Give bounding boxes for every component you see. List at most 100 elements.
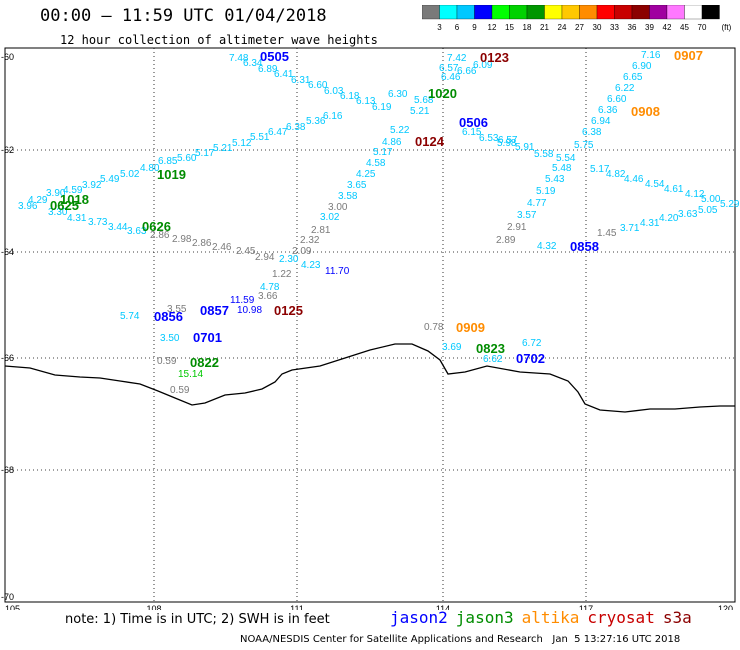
pass-time-label: 0123 [480,50,509,65]
swh-value-label: 6.57 [439,63,459,74]
swh-value-label: 5.17 [590,164,610,175]
pass-time-label: 0701 [193,330,222,345]
color-tick-label: 3 [437,23,442,32]
swh-value-label: 2.86 [150,230,170,241]
swh-value-label: 5.54 [556,153,576,164]
swh-value-label: 6.34 [243,58,263,69]
swh-value-label: 6.30 [388,89,408,100]
swh-value-label: 6.62 [483,354,503,365]
swh-value-label: 5.58 [534,149,554,160]
lon-tick-label: 111 [290,604,304,610]
swh-value-label: 4.54 [645,179,665,190]
swh-value-label: 6.72 [522,338,542,349]
swh-value-label: 6.89 [258,64,278,75]
swh-value-label: 3.96 [18,201,38,212]
swh-value-label: 6.38 [582,127,602,138]
swh-value-label: 4.32 [537,241,557,252]
lat-tick-label: -70 [1,592,14,602]
color-tick-label: 39 [645,23,654,32]
swh-value-label: 5.68 [414,95,434,106]
map-grid [5,48,735,602]
swh-value-label: 5.98 [497,138,517,149]
pass-time-label: 0907 [674,48,703,63]
swh-value-label: 4.77 [527,198,547,209]
pass-time-label: 0857 [200,303,229,318]
swh-value-label: 2.46 [212,242,232,253]
swh-value-label: 4.25 [356,169,376,180]
lon-tick-label: 114 [436,604,450,610]
pass-time-label: 0858 [570,239,599,254]
color-tick-label: 6 [455,23,460,32]
color-tick-label: 15 [505,23,514,32]
swh-value-label: 5.17 [195,148,215,159]
swh-value-label: 4.29 [28,195,48,206]
swh-value-label: 5.02 [120,169,140,180]
lat-tick-label: -68 [1,465,14,475]
swh-value-label: 3.58 [338,191,358,202]
swh-value-label: 6.31 [291,75,311,86]
swh-value-label: 11.59 [230,295,255,306]
pass-time-labels: 0505 0123 0907 1020 0908 0506 0124 1019 10180625… [50,48,703,370]
swh-value-label: 2.86 [192,238,212,249]
swh-value-label: 2.45 [236,246,256,257]
lat-tick-label: -62 [1,145,14,155]
swh-value-label: 3.57 [517,210,537,221]
color-tick-label: 18 [523,23,532,32]
swh-value-label: 4.31 [640,218,660,229]
swh-value-label: 6.60 [308,80,328,91]
color-tick-label: 45 [680,23,689,32]
swh-value-label: 6.90 [632,61,652,72]
map-border [4,47,736,603]
swh-value-label: 3.90 [46,188,66,199]
swh-value-label: 4.31 [67,213,87,224]
pass-time-label: 0822 [190,355,219,370]
wave-height-map: 105 108 111 114 117 120 -60 -62 -64 -66 -68 -70 7.4… [1,47,740,610]
swh-value-label: 7.48 [229,53,249,64]
pass-time-label: 0856 [154,309,183,324]
lon-tick-label: 120 [718,604,733,610]
swh-value-label: 6.22 [615,83,635,94]
pass-time-label: 0626 [142,219,171,234]
swh-value-label: 2.89 [496,235,516,246]
satellite-cryosat-label: cryosat [587,608,655,627]
swh-value-label: 3.66 [258,291,278,302]
color-tick-label: 70 [698,23,707,32]
color-scale-bar: 3 6 9 12 15 18 21 24 27 30 33 36 39 42 45 70 (ft) [422,5,732,32]
swh-value-label: 6.18 [340,91,360,102]
swh-value-label: 6.41 [274,69,294,80]
wave-height-labels: 7.486.346.896.416.316.606.036.186.136.19… [18,50,740,396]
color-tick-label: 42 [663,23,672,32]
swh-value-label: 6.85 [158,156,178,167]
swh-value-label: 5.22 [390,125,410,136]
swh-value-label: 6.57 [498,135,518,146]
swh-value-label: 2.81 [311,225,331,236]
satellite-legend: jason2 jason3 altika cryosat s3a [390,608,700,627]
pass-time-label: 0505 [260,49,289,64]
swh-value-label: 6.13 [356,96,376,107]
swh-value-label: 5.43 [545,174,565,185]
map-frame [4,47,736,603]
pass-time-label: 1020 [428,86,457,101]
color-tick-label: 36 [628,23,637,32]
pass-time-label: 0702 [516,351,545,366]
footnote: note: 1) Time is in UTC; 2) SWH is in fe… [65,612,330,627]
swh-value-label: 5.21 [410,106,430,117]
swh-value-label: 5.49 [100,174,120,185]
swh-value-label: 0.59 [157,356,177,367]
swh-value-label: 1.45 [597,228,617,239]
swh-value-label: 6.15 [462,127,482,138]
swh-value-label: 5.74 [120,311,140,322]
credit-footer: NOAA/NESDIS Center for Satellite Applica… [240,634,681,645]
swh-value-label: 2.91 [507,222,527,233]
swh-value-label: 5.29 [720,199,740,210]
pass-time-label: 1018 [60,192,89,207]
lon-tick-label: 117 [579,604,593,610]
swh-value-label: 3.00 [328,202,348,213]
satellite-jason2-label: jason2 [390,608,448,627]
swh-value-label: 6.65 [623,72,643,83]
color-tick-label: 30 [593,23,602,32]
lon-tick-label: 108 [146,604,161,610]
swh-value-label: 11.70 [325,266,350,277]
swh-value-label: 6.53 [479,133,499,144]
pass-time-label: 0823 [476,341,505,356]
